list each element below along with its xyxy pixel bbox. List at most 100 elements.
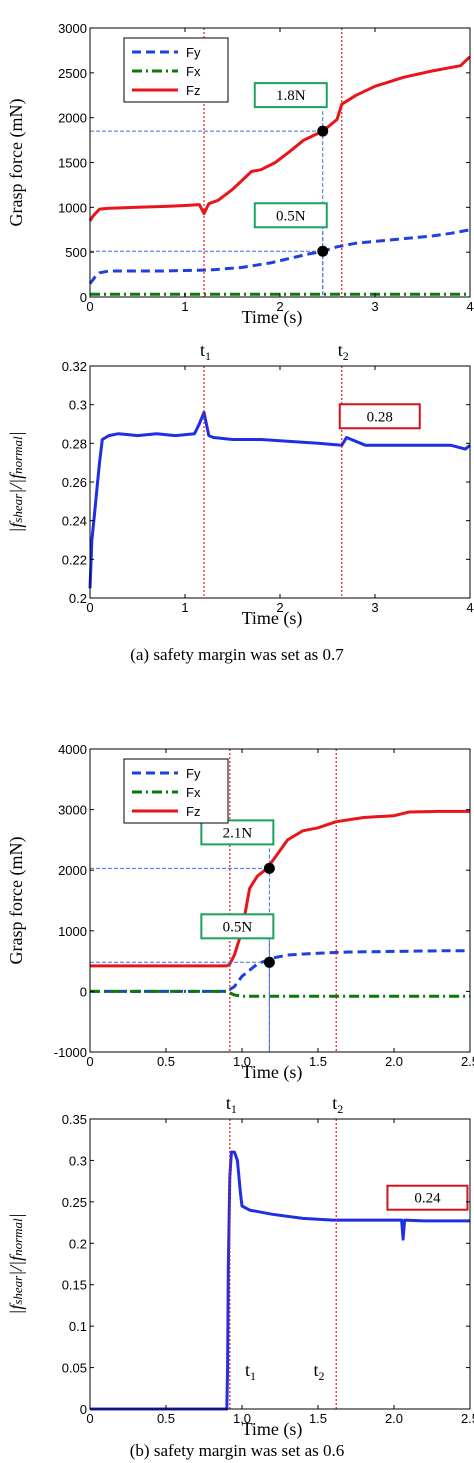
y-tick-label: 1000	[58, 924, 87, 939]
series-line-ratio	[88, 410, 471, 589]
y-tick-label: 2000	[58, 111, 87, 126]
event-label-1: t1	[226, 1093, 237, 1116]
y-tick-label: 0.15	[62, 1278, 87, 1293]
chart-panel-4: 0.24 0 0.5 1.0 1.5 2.0 2.5 0 0.05 0.1 0.15 0.2 0.25 0…	[6, 1093, 474, 1440]
y-tick-label: 3000	[58, 803, 87, 818]
y-tick-label: 2500	[58, 66, 87, 81]
x-tick-label: 2.0	[385, 1411, 403, 1426]
legend-label-fx: Fx	[186, 64, 201, 79]
annotation-label-2: 0.5N	[223, 919, 253, 935]
y-tick-label: 0.25	[62, 1195, 87, 1210]
data-point-1	[317, 125, 329, 137]
legend: Fy Fx Fz	[123, 37, 229, 103]
inner-event-label-2: t2	[313, 1360, 324, 1383]
y-tick-label: 0.1	[69, 1319, 87, 1334]
legend-label-fz: Fz	[186, 804, 200, 819]
x-tick-label: 2.5	[461, 1411, 474, 1426]
annotation-box-1	[386, 1184, 469, 1211]
x-tick-label: 3	[371, 600, 378, 615]
annotation-label-1: 2.1N	[223, 825, 253, 841]
caption-a: (a) safety margin was set as 0.7	[130, 645, 344, 664]
annotation-box-2	[200, 913, 275, 940]
x-tick-label: 0.5	[157, 1411, 175, 1426]
y-tick-label: 1000	[58, 200, 87, 215]
chart-panel-1: 1.8N 0.5N 0 1 2 3 4 0 500 1000 1500 2000 2500 3000 Tim…	[6, 21, 474, 328]
y-tick-label: 0.24	[62, 514, 87, 529]
y-tick-label: 0.32	[62, 359, 87, 374]
x-tick-label: 4	[466, 600, 473, 615]
legend: Fy Fx Fz	[123, 758, 229, 824]
event-label-2: t2	[332, 1093, 343, 1116]
x-tick-label: 2	[276, 299, 283, 314]
event-label-2: t2	[338, 340, 349, 363]
x-axis-label: Time (s)	[242, 1419, 303, 1440]
x-tick-label: 4	[466, 299, 473, 314]
y-tick-label: 0.26	[62, 475, 87, 490]
y-tick-label: 0.35	[62, 1112, 87, 1127]
y-tick-label: 4000	[58, 742, 87, 757]
axes-frame	[89, 365, 471, 599]
x-axis-label: Time (s)	[242, 608, 303, 629]
legend-label-fy: Fy	[186, 766, 201, 781]
x-tick-label: 1	[181, 299, 188, 314]
x-tick-label: 0.5	[157, 1054, 175, 1069]
x-tick-label: 0	[86, 1411, 93, 1426]
x-axis-label: Time (s)	[242, 1062, 303, 1083]
y-tick-label: 1500	[58, 156, 87, 171]
y-tick-label: 0.2	[69, 1236, 87, 1251]
x-axis-label: Time (s)	[242, 307, 303, 328]
series-line-fy	[88, 228, 471, 285]
annotation-label-1: 0.24	[414, 1191, 441, 1207]
x-tick-label: 1	[181, 600, 188, 615]
annotation-box-2	[253, 202, 328, 229]
legend-label-fz: Fz	[186, 83, 200, 98]
x-tick-label: 2.0	[385, 1054, 403, 1069]
y-tick-label: 0.3	[69, 398, 87, 413]
data-point-2	[263, 956, 275, 968]
y-tick-label: 0.3	[69, 1153, 87, 1168]
annotation-box-1	[253, 82, 328, 109]
x-tick-label: 3	[371, 299, 378, 314]
y-tick-label: 2000	[58, 863, 87, 878]
x-tick-label: 1.0	[233, 1411, 251, 1426]
x-tick-label: 2	[276, 600, 283, 615]
axes-frame	[89, 748, 471, 1053]
annotation-box-1	[200, 819, 275, 846]
y-axis-label: Grasp force (mN)	[6, 837, 27, 965]
event-label-1: t1	[200, 340, 211, 363]
annotation-label-2: 0.5N	[276, 208, 306, 224]
y-axis-label: Grasp force (mN)	[6, 99, 27, 227]
series-line-fy	[90, 949, 470, 993]
y-axis-label: |fshear|/|fnormal|	[6, 1213, 26, 1314]
y-tick-label: 500	[65, 245, 87, 260]
chart-panel-2: 0.28 0 1 2 3 4 0.2 0.22 0.24 0.26 0.28 0.3 0.32 Time …	[6, 340, 474, 629]
y-tick-label: 0	[80, 290, 87, 305]
x-tick-label: 1.5	[309, 1054, 327, 1069]
annotation-label-1: 1.8N	[276, 88, 306, 104]
caption-b: (b) safety margin was set as 0.6	[130, 1441, 345, 1460]
chart-panel-3: 2.1N0.5N00.51.01.52.02.5-100001000200030…	[6, 742, 474, 1083]
x-tick-label: 1.5	[309, 1411, 327, 1426]
x-tick-label: 0	[86, 600, 93, 615]
y-axis-label: |fshear|/|fnormal|	[6, 431, 26, 532]
y-tick-label: 3000	[58, 21, 87, 36]
x-tick-label: 0	[86, 1054, 93, 1069]
series-line-fx	[90, 989, 470, 998]
inner-event-label-1: t1	[245, 1360, 256, 1383]
axes-frame	[89, 1118, 471, 1410]
y-tick-label: 0.2	[69, 591, 87, 606]
y-tick-label: 0	[80, 1402, 87, 1417]
y-tick-label: -1000	[54, 1045, 87, 1060]
y-tick-label: 0.05	[62, 1361, 87, 1376]
legend-label-fx: Fx	[186, 785, 201, 800]
annotation-label-1: 0.28	[367, 409, 393, 425]
series-line-fz	[88, 55, 472, 222]
annotation-box-1	[338, 403, 421, 430]
y-tick-label: 0.28	[62, 436, 87, 451]
y-tick-label: 0	[80, 984, 87, 999]
x-tick-label: 1.0	[233, 1054, 251, 1069]
data-point-1	[263, 862, 275, 874]
y-tick-label: 0.22	[62, 552, 87, 567]
x-tick-label: 0	[86, 299, 93, 314]
